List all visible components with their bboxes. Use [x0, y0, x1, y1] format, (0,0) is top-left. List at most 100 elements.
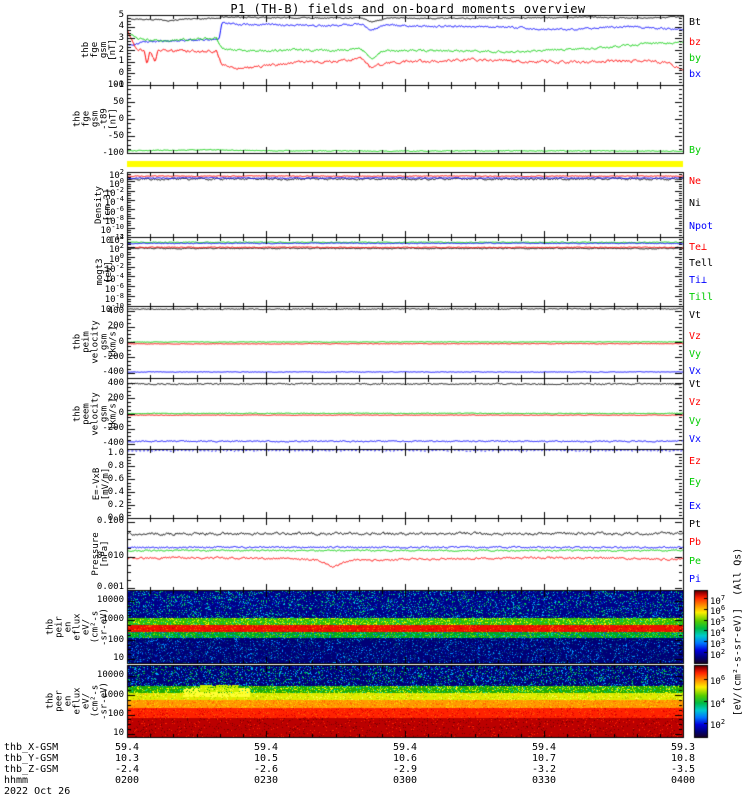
colorbar-tick-label: 106: [710, 604, 726, 618]
footer-value: 0330: [531, 775, 557, 786]
colorbar-tick-label: 103: [710, 636, 726, 650]
ytick-label: 3: [118, 32, 124, 43]
footer-row-label: thb_Z-GSM: [4, 764, 59, 775]
plot-title: P1 (TH-B) fields and on-board moments ov…: [230, 2, 586, 16]
legend-label-te⊥: Te⊥: [689, 242, 708, 253]
legend-label-ey: Ey: [689, 477, 702, 488]
ytick-label: 100: [107, 634, 124, 645]
ytick-label: 200: [107, 321, 124, 332]
ytick-label: 400: [107, 305, 124, 316]
footer-value: 0200: [114, 775, 140, 786]
ytick-label: 100: [108, 176, 124, 190]
footer-value: 59.4: [531, 742, 557, 753]
legend-label-vx: Vx: [689, 366, 702, 377]
legend-label-vx: Vx: [689, 434, 702, 445]
ytick-label: 102: [108, 167, 124, 181]
ytick-label: 0.0: [107, 512, 124, 523]
ytick-label: -400: [102, 438, 124, 449]
ytick-label: 100: [107, 79, 124, 90]
colorbar-tick-label: 104: [710, 625, 726, 639]
legend-label-npot: Npot: [689, 221, 714, 232]
ytick-label: 0: [118, 113, 124, 124]
legend-label-ti⊥: Ti⊥: [689, 275, 708, 286]
legend-label-pb: Pb: [689, 537, 702, 548]
legend-label-ex: Ex: [689, 501, 702, 512]
ytick-label: -200: [102, 423, 124, 434]
ytick-label: 10-12: [100, 232, 125, 246]
legend-label-vy: Vy: [689, 349, 702, 360]
footer-value: 0400: [670, 775, 696, 786]
legend-label-pe: Pe: [689, 556, 702, 567]
ytick-label: -200: [102, 351, 124, 362]
ytick-label: 102: [108, 242, 124, 256]
ytick-label: 1000: [102, 614, 124, 625]
ytick-label: 10-2: [104, 262, 124, 276]
ytick-label: 10-2: [104, 186, 124, 200]
ytick-label: 0.6: [107, 473, 124, 484]
ytick-label: 100: [108, 252, 124, 266]
ytick-label: 400: [107, 377, 124, 388]
ytick-label: 0: [118, 67, 124, 78]
legend-label-vz: Vz: [689, 331, 702, 342]
ytick-label: -1: [113, 79, 124, 90]
legend-label-vt: Vt: [689, 379, 702, 390]
ytick-label: 0.010: [96, 551, 124, 562]
colorbar-tick-label: 105: [710, 615, 726, 629]
ytick-label: -50: [107, 130, 124, 141]
footer-value: 10.5: [253, 753, 279, 764]
legend-label-vz: Vz: [689, 397, 702, 408]
footer-value: 59.4: [114, 742, 140, 753]
footer-value: 10.3: [114, 753, 140, 764]
ytick-label: 10-4: [104, 195, 124, 209]
colorbar-tick-label: 104: [710, 696, 726, 710]
ytick-label: 0.2: [107, 499, 124, 510]
footer-value: 59.4: [253, 742, 279, 753]
legend-label-bt: Bt: [689, 17, 702, 28]
footer-value: 10.6: [392, 753, 418, 764]
colorbar-unit-label: [eV/(cm²-s-sr-eV)] (All Qs): [732, 547, 744, 717]
footer-value: -2.4: [114, 764, 140, 775]
legend-label-bz: bz: [689, 37, 702, 48]
ytick-label: 10: [113, 653, 124, 664]
footer-date-label: 2022 Oct 26: [4, 786, 71, 797]
ytick-label: 4: [118, 21, 124, 32]
footer-value: 10.7: [531, 753, 557, 764]
ytick-label: 1000: [102, 689, 124, 700]
legend-label-vt: Vt: [689, 310, 702, 321]
legend-label-vy: Vy: [689, 416, 702, 427]
footer-value: -2.6: [253, 764, 279, 775]
ytick-label: 100: [107, 709, 124, 720]
legend-label-pi: Pi: [689, 574, 702, 585]
colorbar-tick-label: 106: [710, 674, 726, 688]
ytick-label: 0: [118, 408, 124, 418]
footer-value: 59.3: [670, 742, 696, 753]
legend-label-ez: Ez: [689, 456, 702, 467]
footer-value: -3.2: [531, 764, 557, 775]
ytick-label: 10-6: [104, 281, 124, 295]
ytick-label: 0: [118, 336, 124, 347]
ytick-label: 200: [107, 392, 124, 403]
ytick-label: 5: [118, 9, 124, 20]
colorbar-tick-label: 107: [710, 593, 726, 607]
legend-label-by: by: [689, 53, 702, 64]
ytick-label: 0.4: [107, 486, 124, 497]
colorbar-tick-label: 102: [710, 647, 726, 661]
ytick-label: 104: [108, 232, 124, 246]
ytick-label: 2: [118, 44, 124, 55]
ytick-label: 0.8: [107, 460, 124, 471]
ytick-label: 1.0: [107, 448, 124, 458]
ytick-label: -400: [102, 367, 124, 378]
footer-value: -3.5: [670, 764, 696, 775]
footer-value: 0300: [392, 775, 418, 786]
ytick-label: 50: [113, 96, 124, 107]
legend-label-ne: Ne: [689, 176, 702, 187]
footer-value: -2.9: [392, 764, 418, 775]
ytick-label: 10-6: [104, 204, 124, 218]
ytick-label: 0.100: [96, 516, 124, 527]
ytick-label: 10000: [96, 670, 124, 681]
legend-label-ni: Ni: [689, 198, 702, 209]
ytick-label: 10-4: [104, 271, 124, 285]
ytick-label: -100: [102, 147, 124, 158]
ytick-label: 1: [118, 56, 124, 67]
